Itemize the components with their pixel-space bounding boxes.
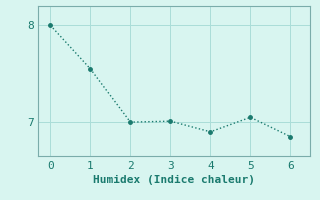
X-axis label: Humidex (Indice chaleur): Humidex (Indice chaleur) (93, 175, 255, 185)
